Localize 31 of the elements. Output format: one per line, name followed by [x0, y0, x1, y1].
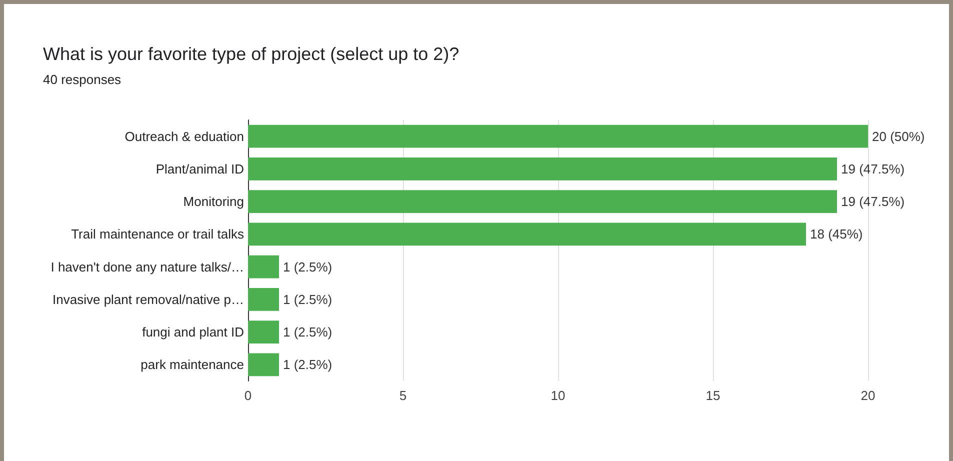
x-tick-label: 15	[706, 388, 720, 403]
data-label: 19 (47.5%)	[841, 161, 905, 176]
bar	[248, 158, 837, 180]
y-tick-label: I haven't done any nature talks/…	[50, 259, 244, 274]
bar	[248, 222, 806, 246]
y-tick-label: Outreach & eduation	[124, 128, 244, 144]
y-tick-label: Plant/animal ID	[156, 161, 244, 176]
data-label: 1 (2.5%)	[283, 324, 332, 340]
x-tick-label: 5	[399, 388, 407, 403]
bar	[248, 255, 279, 278]
bar	[248, 124, 868, 148]
data-label: 19 (47.5%)	[841, 194, 905, 210]
data-label: 1 (2.5%)	[283, 259, 332, 274]
y-tick-label: park maintenance	[140, 357, 244, 372]
bar	[248, 288, 279, 311]
y-tick-label: Monitoring	[183, 194, 244, 210]
bar	[248, 353, 279, 376]
x-tick-label: 20	[860, 388, 876, 403]
text: 40 responses	[43, 72, 122, 87]
y-tick-label: Trail maintenance or trail talks	[71, 226, 244, 242]
data-label: 20 (50%)	[872, 128, 925, 144]
data-label: 18 (45%)	[810, 226, 863, 242]
data-label: 1 (2.5%)	[283, 357, 332, 372]
bar	[248, 190, 837, 213]
y-tick-label: Invasive plant removal/native p…	[52, 292, 244, 307]
y-tick-label: fungi and plant ID	[142, 324, 244, 340]
chart-title: What is your favorite type of project (select up to 2)?	[43, 44, 460, 64]
bar	[248, 320, 279, 344]
x-tick-label: 0	[244, 388, 252, 403]
data-label: 1 (2.5%)	[283, 292, 332, 307]
x-tick-label: 10	[550, 388, 566, 403]
